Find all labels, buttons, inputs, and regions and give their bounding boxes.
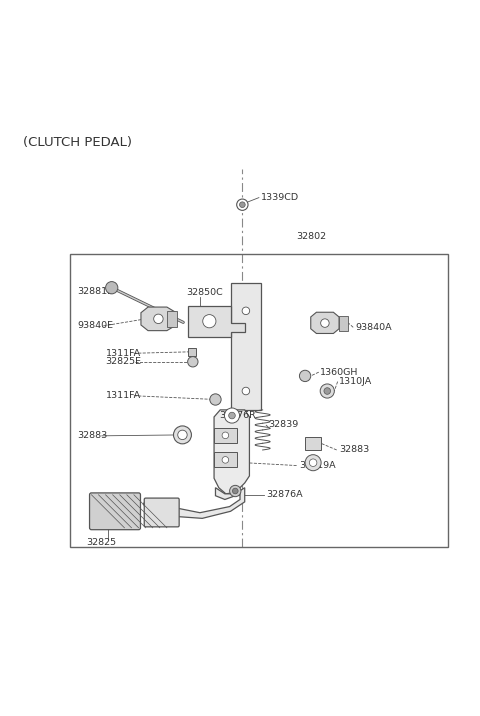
Text: 32825: 32825 [87, 538, 117, 548]
Bar [167, 311, 177, 327]
Circle shape [309, 459, 317, 467]
Circle shape [305, 455, 321, 470]
Circle shape [222, 432, 228, 439]
Circle shape [173, 426, 192, 444]
Text: 32819A: 32819A [299, 461, 336, 470]
Bar [214, 453, 237, 468]
Polygon shape [144, 488, 245, 518]
Circle shape [188, 357, 198, 367]
Text: 32839: 32839 [268, 420, 299, 430]
Polygon shape [188, 306, 245, 337]
Text: 32850C: 32850C [186, 288, 223, 296]
Text: 32876R: 32876R [219, 411, 255, 420]
Text: (CLUTCH PEDAL): (CLUTCH PEDAL) [23, 136, 132, 150]
Circle shape [300, 370, 311, 382]
Bar [70, 254, 447, 547]
Polygon shape [311, 312, 339, 334]
Text: 32883: 32883 [339, 445, 369, 455]
Circle shape [203, 314, 216, 328]
Text: 32883: 32883 [77, 431, 108, 440]
Circle shape [240, 202, 245, 208]
FancyBboxPatch shape [144, 498, 179, 527]
Bar [305, 437, 321, 450]
Circle shape [154, 314, 163, 324]
Text: 93840A: 93840A [356, 323, 392, 332]
Circle shape [242, 307, 250, 314]
Circle shape [321, 319, 329, 327]
Polygon shape [214, 410, 250, 494]
Text: 32802: 32802 [297, 232, 327, 241]
Bar [188, 348, 196, 356]
Circle shape [324, 388, 331, 395]
Text: 1310JA: 1310JA [339, 377, 372, 386]
Text: 32825E: 32825E [106, 357, 142, 367]
Text: 93840E: 93840E [77, 321, 113, 330]
Circle shape [232, 488, 238, 494]
Circle shape [228, 412, 235, 419]
Polygon shape [141, 307, 176, 331]
Text: 32876A: 32876A [266, 490, 302, 499]
FancyBboxPatch shape [90, 493, 141, 530]
Circle shape [178, 430, 187, 440]
Bar [214, 427, 237, 443]
Circle shape [210, 394, 221, 405]
Text: 1311FA: 1311FA [106, 349, 141, 358]
Circle shape [237, 199, 248, 211]
Circle shape [229, 485, 241, 497]
Text: 1339CD: 1339CD [261, 193, 300, 202]
Circle shape [222, 457, 228, 463]
Circle shape [225, 408, 240, 423]
Bar [339, 316, 348, 331]
Circle shape [320, 384, 335, 398]
Circle shape [242, 387, 250, 395]
Circle shape [106, 281, 118, 294]
Text: 32881B: 32881B [77, 287, 114, 296]
Text: 1360GH: 1360GH [320, 367, 359, 377]
Bar [230, 283, 261, 410]
Text: 1311FA: 1311FA [106, 391, 141, 400]
